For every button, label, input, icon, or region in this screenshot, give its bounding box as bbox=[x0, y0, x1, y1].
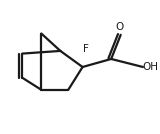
Text: O: O bbox=[116, 23, 124, 32]
Text: F: F bbox=[83, 44, 89, 54]
Text: OH: OH bbox=[142, 62, 158, 72]
